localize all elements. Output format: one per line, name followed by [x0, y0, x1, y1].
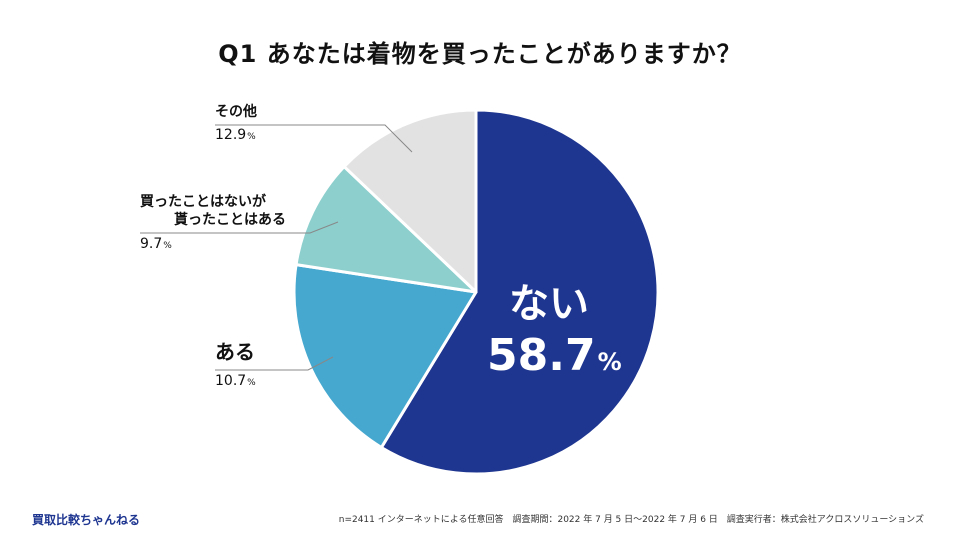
leader-line-aru [215, 356, 334, 371]
label-morau-line1: 買ったことはないが [140, 194, 266, 210]
label-morau: 買ったことはないが 貰ったことはある 9.7% [140, 193, 286, 255]
label-other-value: 12.9% [215, 127, 256, 143]
label-nai-name: ない [509, 281, 589, 327]
label-other: その他 12.9% [215, 103, 257, 146]
pie-slice-0 [379, 108, 660, 476]
label-morau-line2: 貰ったことはある [174, 212, 286, 228]
leader-line-other [215, 124, 413, 153]
survey-footnote: n=2411 インターネットによる任意回答 調査期間：2022 年 7 月 5 … [338, 515, 924, 525]
pie-slice-3 [342, 108, 478, 294]
brand-logo-text: 買取比較ちゃんねる [32, 513, 141, 527]
pie-slice-1 [292, 263, 478, 449]
label-aru-value: 10.7% [215, 373, 256, 389]
label-aru-name: ある [215, 340, 255, 364]
chart-title: Q1 あなたは着物を買ったことがありますか？ [218, 40, 742, 68]
leader-line-morau [140, 221, 339, 234]
label-other-name: その他 [215, 104, 257, 120]
label-nai-value: 58.7% [487, 330, 622, 381]
pie-slice-2 [294, 165, 478, 294]
label-aru: ある 10.7% [215, 340, 256, 392]
label-morau-value: 9.7% [140, 236, 172, 252]
